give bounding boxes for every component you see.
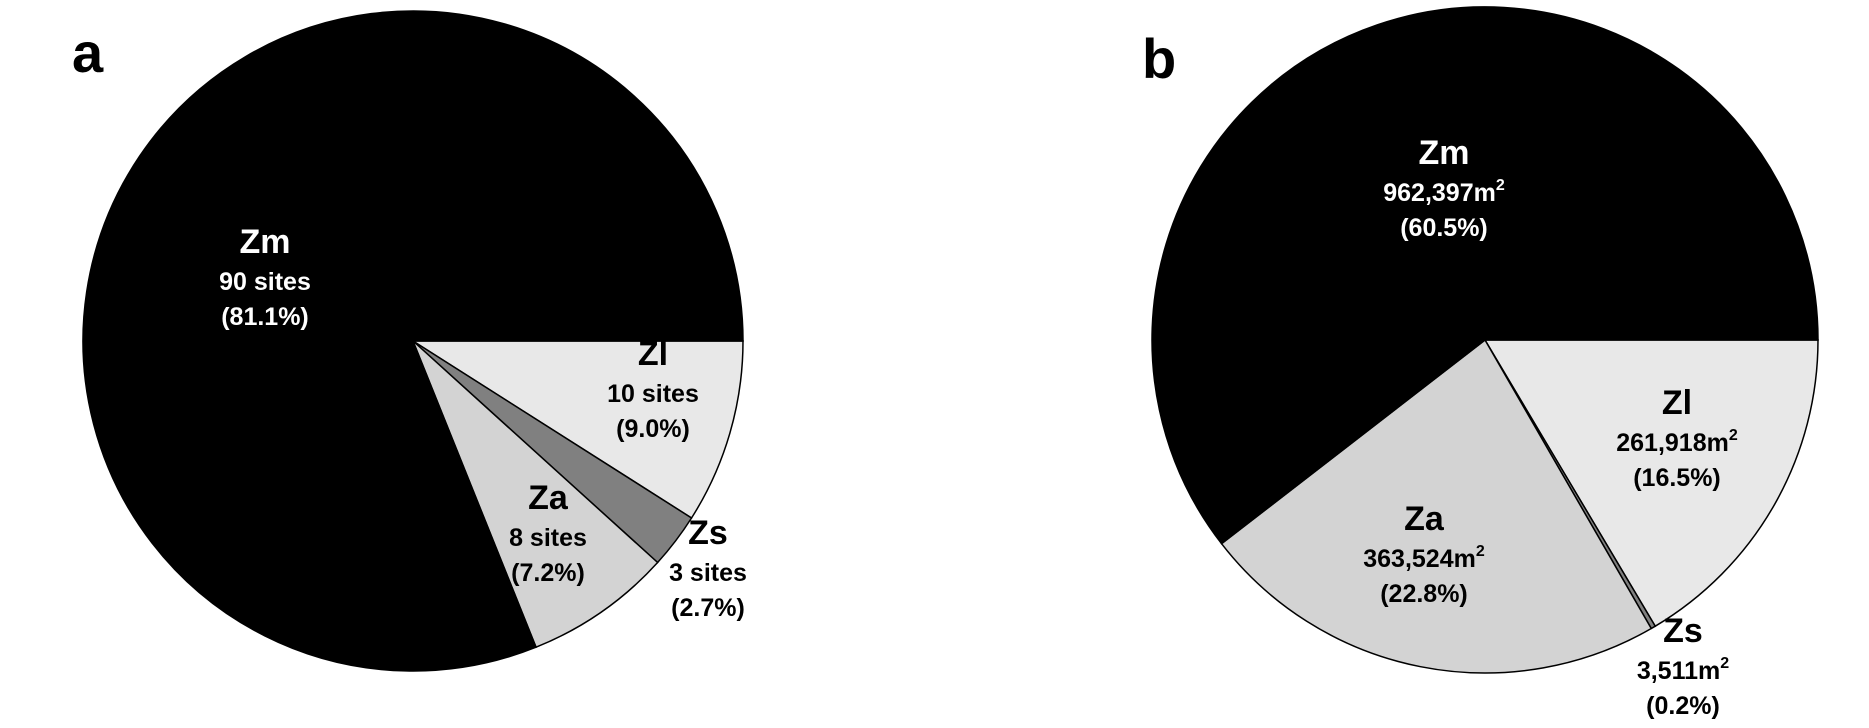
slice-label-zs-a: Zs 3 sites (2.7%) [669, 514, 747, 622]
slice-value-text: 10 sites [607, 380, 699, 408]
slice-value-text: 962,397m [1383, 179, 1496, 207]
panel-letter-a: a [72, 21, 104, 84]
slice-value-label: 3,511m2 [1637, 655, 1729, 685]
slice-value-text: 8 sites [509, 524, 587, 552]
slice-zl-b [1483, 339, 1819, 628]
slice-percent-label: (7.2%) [511, 559, 585, 587]
slice-value-label: 10 sites [607, 380, 699, 408]
slice-label-zs-b: Zs 3,511m2 (0.2%) [1637, 612, 1729, 720]
slice-percent-label: (2.7%) [671, 594, 745, 622]
slice-za-b [1220, 338, 1653, 674]
slice-label-zm-a: Zm 90 sites (81.1%) [219, 223, 311, 331]
slice-category-label: Za [528, 479, 569, 517]
unit-superscript: 2 [1476, 543, 1485, 560]
unit-superscript: 2 [1720, 655, 1729, 672]
slice-zm-b [1151, 6, 1819, 545]
slice-value-text: 261,918m [1616, 429, 1729, 457]
slice-category-label: Zs [1663, 612, 1703, 650]
slice-value-label: 3 sites [669, 559, 747, 587]
slice-percent-label: (60.5%) [1400, 214, 1488, 242]
slice-za-a [412, 340, 659, 649]
slice-label-zl-b: Zl 261,918m2 (16.5%) [1616, 384, 1738, 492]
slice-percent-label: (0.2%) [1646, 692, 1720, 720]
slice-zm-a [82, 10, 744, 672]
unit-superscript: 2 [1496, 177, 1505, 194]
slice-category-label: Zl [638, 335, 668, 373]
slice-percent-label: (22.8%) [1380, 580, 1468, 608]
slice-value-label: 90 sites [219, 268, 311, 296]
slice-category-label: Zm [1419, 134, 1470, 172]
slice-percent-label: (9.0%) [616, 415, 690, 443]
slice-percent-label: (16.5%) [1633, 464, 1721, 492]
slice-category-label: Zs [688, 514, 728, 552]
slice-value-text: 90 sites [219, 268, 311, 296]
pie-chart-a: Zm 90 sites (81.1%) Zl 10 sites (9.0%) Zs 3 sit… [82, 10, 747, 672]
slice-value-label: 8 sites [509, 524, 587, 552]
slice-value-text: 3,511m [1637, 657, 1720, 685]
slice-category-label: Zm [240, 223, 291, 261]
slice-value-label: 363,524m2 [1363, 543, 1485, 573]
slice-percent-label: (81.1%) [221, 303, 309, 331]
slice-value-label: 962,397m2 [1383, 177, 1505, 207]
slice-label-za-a: Za 8 sites (7.2%) [509, 479, 587, 587]
slice-category-label: Zl [1662, 384, 1692, 422]
slice-value-text: 3 sites [669, 559, 747, 587]
slice-value-text: 363,524m [1363, 545, 1476, 573]
slice-zl-a [410, 340, 744, 520]
unit-superscript: 2 [1729, 427, 1738, 444]
slice-value-label: 261,918m2 [1616, 427, 1738, 457]
pie-chart-b: Zm962,397m2(60.5%)Zl261,918m2(16.5%)Zs3,… [1151, 6, 1819, 720]
slice-label-za-b: Za 363,524m2 (22.8%) [1363, 500, 1485, 608]
slice-label-zl-a: Zl 10 sites (9.0%) [607, 335, 699, 443]
slice-category-label: Za [1404, 500, 1445, 538]
panel-letter-b: b [1142, 27, 1176, 90]
slice-label-zm-b: Zm 962,397m2 (60.5%) [1383, 134, 1505, 242]
